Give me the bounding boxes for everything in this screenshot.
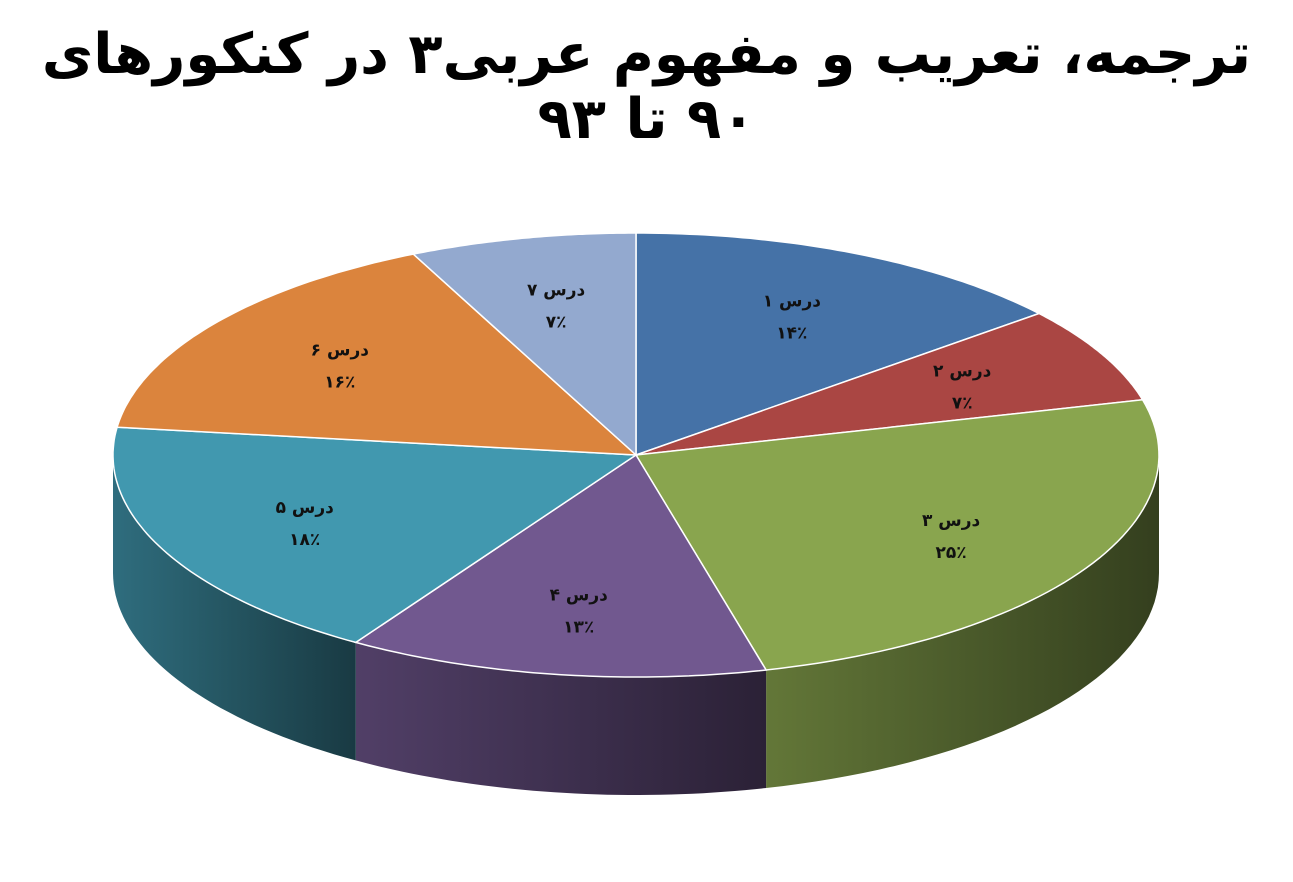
pie-slice-side (355, 642, 767, 795)
slice-value-label: ۷٪ (952, 393, 973, 413)
slice-label: درس ۴ (550, 585, 609, 605)
slice-label: درس ۲ (933, 361, 992, 381)
pie-slice-6 (116, 253, 639, 456)
slice-label: درس ۱ (763, 291, 822, 311)
pie-slice-7 (411, 232, 637, 457)
slice-value-label: ۷٪ (546, 312, 567, 332)
pie-slice-side (766, 455, 1159, 788)
slice-value-label: ۱۸٪ (289, 530, 320, 550)
pie-slice-4 (354, 453, 768, 678)
slice-value-label: ۱۶٪ (324, 373, 355, 393)
pie-slice-5 (112, 426, 639, 644)
pie-slice-1 (635, 232, 1041, 457)
slice-label: درس ۳ (922, 511, 981, 531)
slice-label: درس ۶ (311, 341, 370, 361)
pie-slice-3 (634, 399, 1160, 671)
slice-label: درس ۷ (527, 280, 586, 300)
chart-title: ترجمه، تعریب و مفهوم عربی۳ در کنکورهای ۹… (41, 22, 1252, 152)
slice-value-label: ۲۵٪ (936, 543, 967, 563)
pie-slice-2 (635, 312, 1144, 456)
slice-label: درس ۵ (276, 498, 335, 518)
pie-slice-side (113, 455, 356, 761)
slice-value-label: ۱۳٪ (563, 617, 594, 637)
slice-value-label: ۱۴٪ (776, 323, 807, 343)
